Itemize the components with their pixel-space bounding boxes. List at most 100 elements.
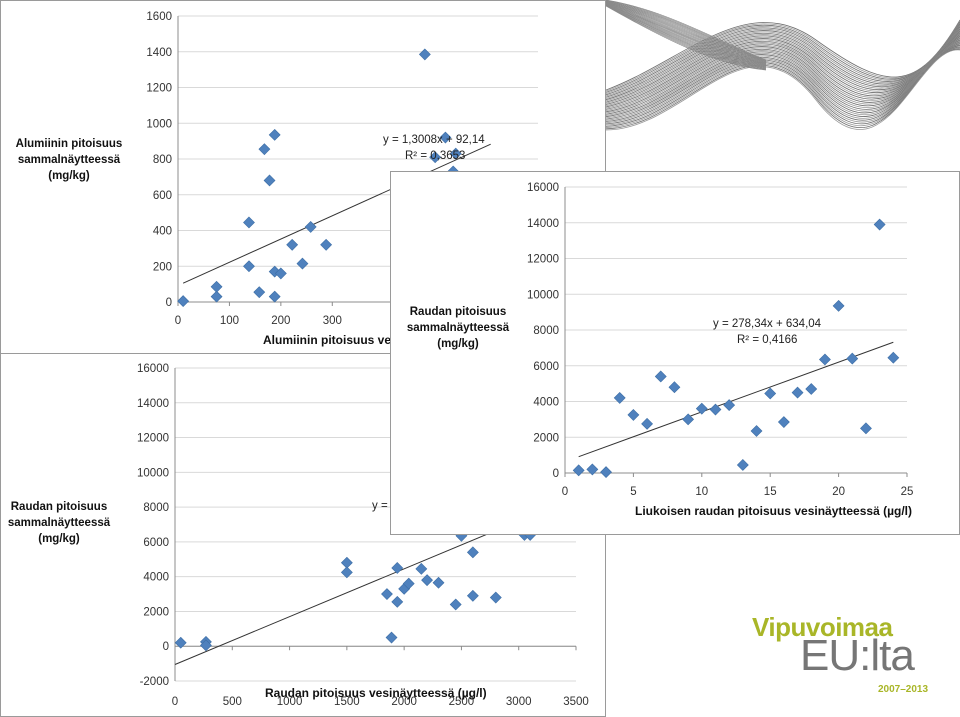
tick-labels: 0 200 400 600 800 1000 1200 1400 1600 0 100 200 300: [146, 11, 341, 327]
y-tick-label: 14000: [527, 218, 559, 230]
data-point: [777, 416, 790, 428]
data-point: [286, 238, 299, 251]
ribbon-line: [606, 0, 767, 63]
x-tick-label: 5: [630, 486, 636, 498]
ribbon-line: [606, 49, 960, 131]
ribbon-line: [606, 2, 767, 66]
x-tick-label: 0: [562, 486, 568, 498]
y-tick-label: 0: [166, 297, 172, 309]
ribbon-line: [606, 4, 767, 68]
y-tick-label: 8000: [143, 502, 169, 514]
ribbon-line: [606, 1, 767, 64]
x-tick-label: 2500: [449, 696, 475, 708]
y-axis-label-line-2: sammalnäytteessä: [18, 154, 121, 166]
data-point: [873, 218, 886, 231]
ribbon-line: [606, 3, 767, 67]
data-point: [466, 589, 479, 602]
data-point: [381, 588, 393, 600]
axes: [564, 187, 908, 477]
data-point: [860, 422, 872, 435]
data-point: [268, 128, 281, 141]
x-tick-label: 3000: [506, 696, 532, 708]
tick-labels: 0 2000 4000 6000 8000 10000 12000 14000 16000 0 5 1…: [527, 182, 913, 498]
data-point: [258, 143, 271, 156]
y-tick-label: 200: [153, 261, 172, 273]
y-axis-label-line-3: (mg/kg): [437, 338, 479, 350]
ribbon-line: [606, 5, 767, 70]
data-point: [253, 286, 266, 299]
ribbon-line: [606, 2, 767, 66]
y-tick-label: 1600: [146, 11, 172, 23]
data-point: [627, 408, 640, 421]
data-point: [613, 392, 626, 404]
logo-top-text: Vipuvoimaa: [752, 612, 893, 642]
data-point: [709, 403, 722, 416]
x-tick-label: 1000: [277, 696, 303, 708]
data-point: [449, 598, 462, 611]
y-axis-label-line-1: Raudan pitoisuus: [410, 306, 506, 318]
data-point: [274, 267, 287, 280]
data-point: [415, 562, 428, 575]
x-tick-label: 0: [172, 696, 178, 708]
data-point: [421, 574, 433, 587]
ribbon-line: [606, 5, 767, 71]
data-point: [832, 299, 845, 312]
data-point: [402, 577, 415, 590]
y-axis-label-line-1: Alumiinin pitoisuus: [16, 138, 123, 150]
logo-years-text: 2007–2013: [878, 684, 929, 695]
data-point: [764, 387, 777, 400]
trendline: [578, 341, 894, 458]
data-point: [340, 566, 353, 579]
chart-iron-dissolved: 0 2000 4000 6000 8000 10000 12000 14000 16000 0 5 1…: [390, 171, 960, 535]
data-points: [177, 48, 462, 308]
data-point: [439, 131, 452, 144]
y-axis-label-line-1: Raudan pitoisuus: [11, 501, 107, 513]
data-point: [429, 151, 442, 164]
data-point: [805, 383, 818, 395]
x-tick-label: 15: [764, 486, 777, 498]
data-point: [723, 399, 736, 411]
x-tick-label: 1500: [334, 696, 360, 708]
y-tick-label: 600: [153, 190, 172, 202]
y-tick-label: 6000: [533, 361, 559, 373]
x-tick-label: 200: [271, 315, 290, 327]
grid-lines: [565, 186, 907, 474]
data-point: [654, 370, 667, 383]
trend-equation: y = 1,3008x + 92,14: [383, 134, 485, 146]
y-tick-label: 12000: [137, 433, 169, 445]
x-tick-label: 500: [223, 696, 242, 708]
data-point: [586, 463, 599, 476]
y-axis-label-line-2: sammalnäytteessä: [407, 322, 510, 334]
y-tick-label: -2000: [140, 676, 169, 688]
logo-main-text: EU:lta: [800, 631, 915, 680]
trendline: [174, 515, 531, 665]
trend-r-squared: R² = 0,4166: [737, 334, 797, 346]
data-point: [320, 238, 333, 251]
trend-line: [182, 143, 491, 284]
y-tick-label: 1000: [146, 118, 172, 130]
x-tick-label: 25: [901, 486, 914, 498]
y-tick-label: 0: [553, 468, 559, 480]
y-tick-label: 12000: [527, 254, 559, 266]
x-tick-label: 300: [323, 315, 342, 327]
x-tick-label: 2000: [391, 696, 417, 708]
y-tick-label: 16000: [527, 182, 559, 194]
y-tick-label: 6000: [143, 537, 169, 549]
trend-r-squared: R² = 0,3653: [405, 150, 465, 162]
y-tick-label: 2000: [533, 432, 559, 444]
ribbon-line: [606, 0, 767, 62]
data-point: [432, 576, 445, 589]
y-tick-label: 0: [163, 641, 169, 653]
data-point: [489, 591, 502, 604]
data-point: [391, 595, 404, 608]
trend-line: [174, 515, 531, 665]
data-point: [887, 351, 900, 364]
axes: [174, 368, 577, 681]
data-point: [682, 413, 695, 426]
y-tick-label: 4000: [533, 397, 559, 409]
ribbon-line: [606, 2, 767, 65]
y-tick-label: 2000: [143, 606, 169, 618]
data-point: [668, 381, 681, 394]
ribbon-line: [606, 0, 767, 62]
ribbon-line: [606, 1, 767, 63]
